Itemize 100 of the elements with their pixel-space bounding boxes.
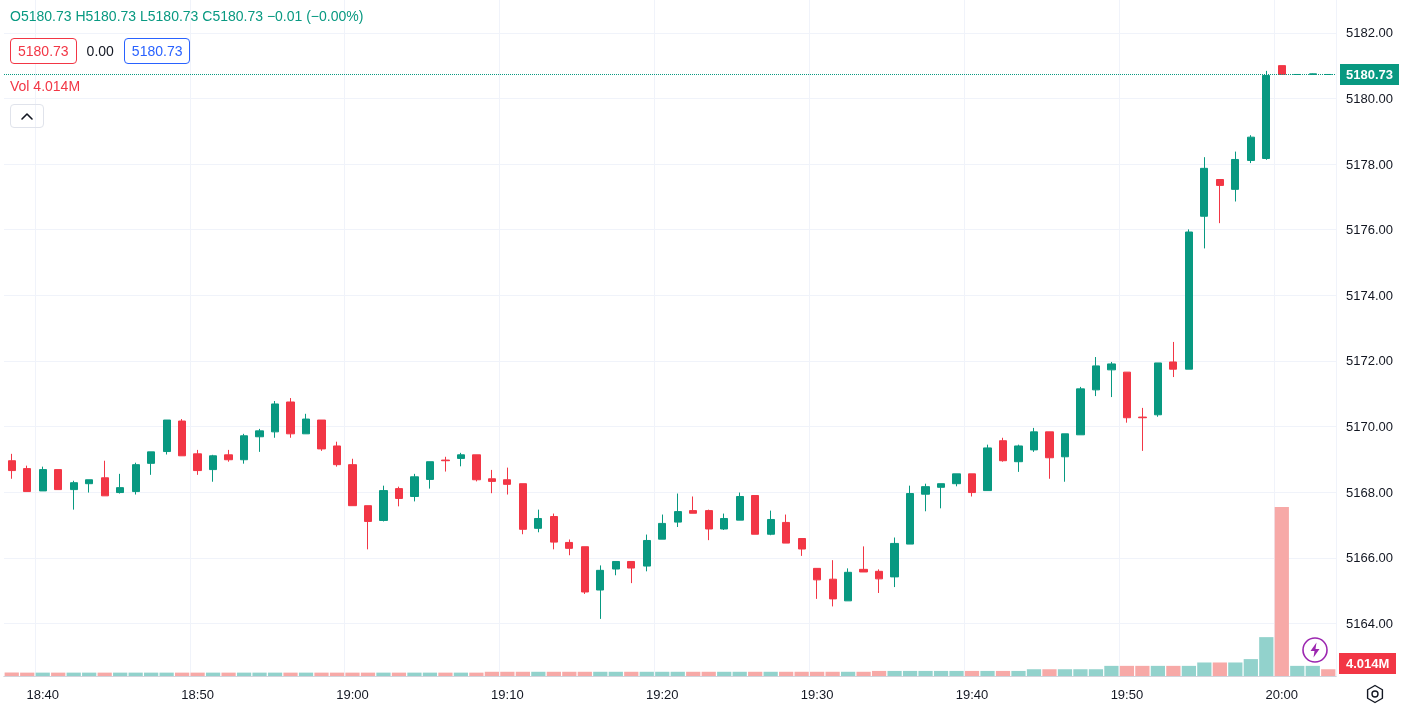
bar: [701, 671, 716, 676]
bar: [732, 671, 747, 676]
y-tick-label: 5178.00: [1346, 156, 1393, 172]
candlestick: [519, 483, 527, 535]
candlestick: [395, 486, 403, 507]
x-tick-label: 18:50: [181, 687, 214, 702]
bar: [593, 671, 608, 676]
candlestick: [240, 433, 248, 465]
candlestick: [178, 418, 186, 457]
candlestick: [736, 492, 744, 521]
candlestick: [85, 479, 93, 494]
bar: [221, 672, 236, 676]
x-tick-label: 20:00: [1265, 687, 1299, 702]
candlestick: [8, 453, 16, 480]
bar: [577, 671, 592, 676]
candlestick: [364, 505, 372, 550]
candlestick: [658, 514, 666, 540]
candlestick: [1076, 386, 1085, 436]
bar: [1150, 665, 1166, 676]
bar: [1228, 662, 1243, 676]
candlestick: [627, 560, 635, 584]
candlestick: [596, 564, 604, 620]
bar: [840, 671, 856, 676]
bar: [1212, 662, 1227, 676]
bar: [1274, 507, 1289, 676]
candlestick: [767, 510, 775, 536]
candlestick: [999, 437, 1007, 463]
x-tick-label: 19:10: [491, 687, 524, 702]
candlestick: [875, 568, 883, 594]
candlestick: [101, 460, 109, 497]
x-tick-label: 19:50: [1110, 687, 1144, 702]
x-tick-label: 19:00: [336, 687, 369, 702]
candlestick: [937, 483, 945, 509]
candlestick: [829, 559, 837, 607]
candlestick: [705, 509, 713, 541]
candlestick: [1045, 431, 1054, 480]
bar: [376, 672, 391, 676]
candlestick: [921, 483, 930, 512]
bar: [825, 671, 840, 676]
candlestick: [813, 567, 821, 600]
bar: [608, 671, 623, 676]
annotation: 5180.73: [131, 43, 183, 59]
bar: [670, 671, 685, 676]
candlestick: [890, 537, 899, 588]
candlestick: [54, 469, 62, 491]
candlestick: [1216, 179, 1224, 224]
annotation: 5180.73: [18, 43, 69, 59]
candlestick: [1169, 341, 1177, 378]
candlestick: [302, 413, 310, 435]
y-tick-label: 5174.00: [1346, 287, 1393, 303]
candlestick: [209, 454, 217, 483]
candlestick: [193, 449, 202, 476]
candlestick: [751, 495, 759, 535]
candlestick: [1092, 356, 1100, 397]
bar: [283, 672, 298, 676]
candlestick: [70, 480, 78, 511]
candlestick: [348, 458, 357, 507]
candlestick: [1138, 407, 1147, 452]
candlestick: [674, 493, 682, 528]
bar: [748, 671, 763, 676]
candlestick: [565, 538, 573, 556]
x-tick-label: 19:30: [800, 687, 834, 702]
candlestick: [271, 400, 279, 439]
bar: [1042, 669, 1057, 676]
candlestick: [1200, 156, 1208, 249]
y-tick-label: 5172.00: [1346, 353, 1393, 369]
candlestick: [224, 449, 233, 463]
candlestick: [410, 473, 419, 502]
candlestick: [132, 462, 140, 496]
bar: [964, 670, 980, 676]
y-tick-label: 5176.00: [1346, 222, 1393, 238]
bar: [995, 670, 1011, 676]
bar: [779, 671, 794, 676]
candlestick: [643, 534, 651, 572]
candlestick: [1278, 65, 1286, 75]
bar: [515, 671, 530, 676]
bar: [1305, 665, 1320, 676]
y-tick-label: 5182.00: [1346, 25, 1393, 41]
candlestick: [379, 485, 388, 522]
annotation: Vol 4.014M: [10, 78, 81, 94]
candlestick: [1014, 444, 1023, 473]
candlestick: [859, 545, 868, 573]
candlestick: [534, 509, 542, 533]
text: 4.014M: [1346, 656, 1390, 671]
candlestick: [441, 456, 450, 473]
bar: [980, 670, 995, 676]
candlestick: [1061, 433, 1069, 483]
candlestick: [906, 485, 914, 545]
bar: [717, 671, 732, 676]
annotation: 0.00: [86, 43, 114, 59]
annotation: O5180.73 H5180.73 L5180.73 C5180.73 −0.01 (−0.00%): [10, 8, 364, 24]
y-tick-label: 5166.00: [1346, 550, 1393, 566]
x-tick-label: 19:40: [955, 687, 989, 702]
candlestick: [1123, 371, 1131, 424]
candlestick: [426, 461, 434, 490]
candlestick: [147, 451, 155, 476]
y-tick-label: 5168.00: [1346, 484, 1393, 500]
candlestick: [798, 538, 806, 557]
x-tick-label: 19:20: [645, 687, 679, 702]
candlestick: [457, 452, 465, 467]
